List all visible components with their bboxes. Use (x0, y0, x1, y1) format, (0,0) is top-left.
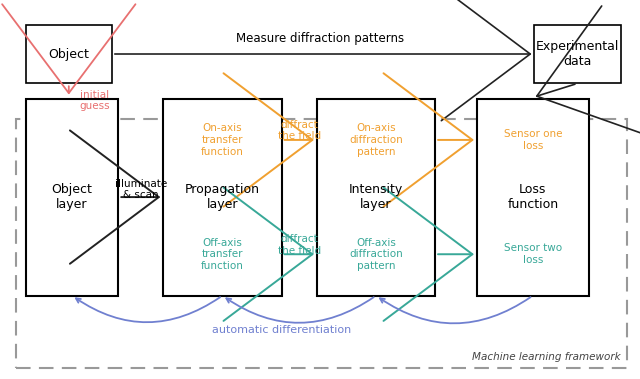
Bar (317, 99, 435, 296)
Text: Sensor two
loss: Sensor two loss (504, 243, 562, 265)
Text: initial
guess: initial guess (79, 90, 109, 111)
Text: automatic differentiation: automatic differentiation (212, 325, 351, 335)
Bar (16, 119, 627, 368)
Text: On-axis
transfer
function: On-axis transfer function (201, 123, 244, 157)
Text: Off-axis
diffraction
pattern: Off-axis diffraction pattern (349, 238, 403, 271)
Text: diffract
the field: diffract the field (278, 234, 321, 255)
Text: Propagation
layer: Propagation layer (185, 183, 260, 211)
Text: Measure diffraction patterns: Measure diffraction patterns (236, 32, 404, 45)
Text: Object: Object (49, 47, 89, 61)
Text: Intensity
layer: Intensity layer (349, 183, 403, 211)
Bar (26, 25, 112, 83)
Bar (163, 99, 282, 296)
Text: illuminate
& scan: illuminate & scan (115, 179, 167, 200)
Bar (477, 99, 589, 296)
Text: diffract
the field: diffract the field (278, 120, 321, 141)
Text: Sensor one
loss: Sensor one loss (504, 129, 562, 151)
Text: On-axis
diffraction
pattern: On-axis diffraction pattern (349, 123, 403, 157)
Text: Off-axis
transfer
function: Off-axis transfer function (201, 238, 244, 271)
Text: Loss
function: Loss function (508, 183, 558, 211)
Text: Experimental
data: Experimental data (536, 40, 620, 68)
Bar (534, 25, 621, 83)
Text: Object
layer: Object layer (52, 183, 92, 211)
Text: Machine learning framework: Machine learning framework (472, 352, 621, 362)
Bar (26, 99, 118, 296)
